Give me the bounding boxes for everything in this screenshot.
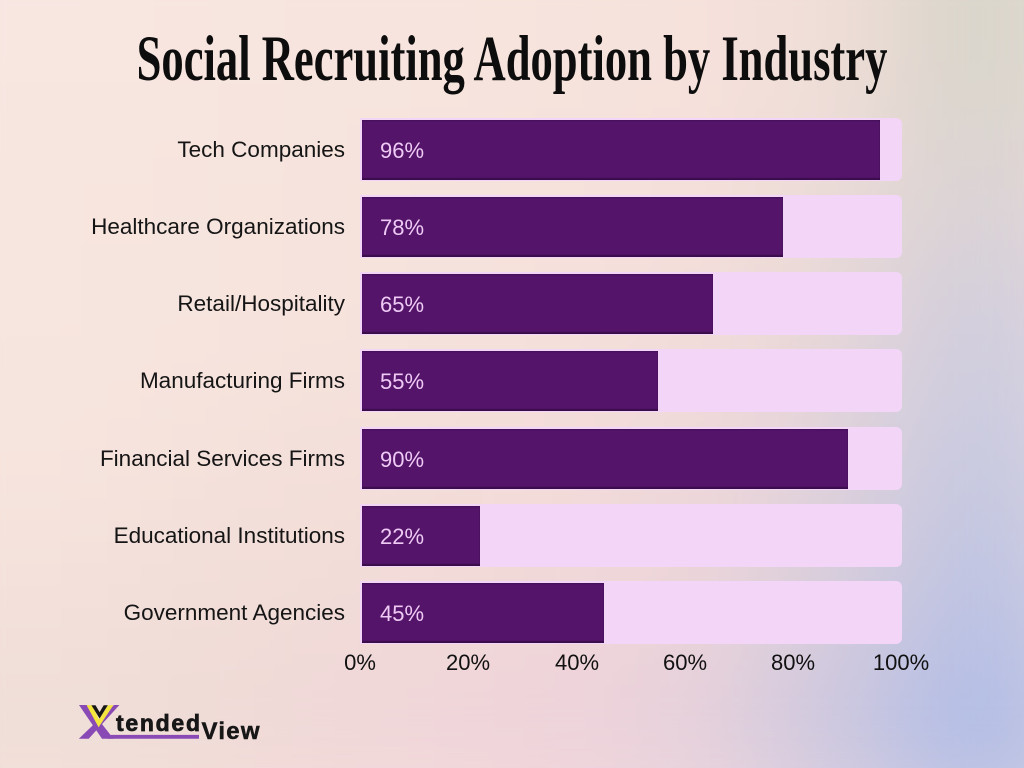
svg-text:View: View — [202, 718, 260, 745]
svg-text:tended: tended — [116, 710, 200, 736]
